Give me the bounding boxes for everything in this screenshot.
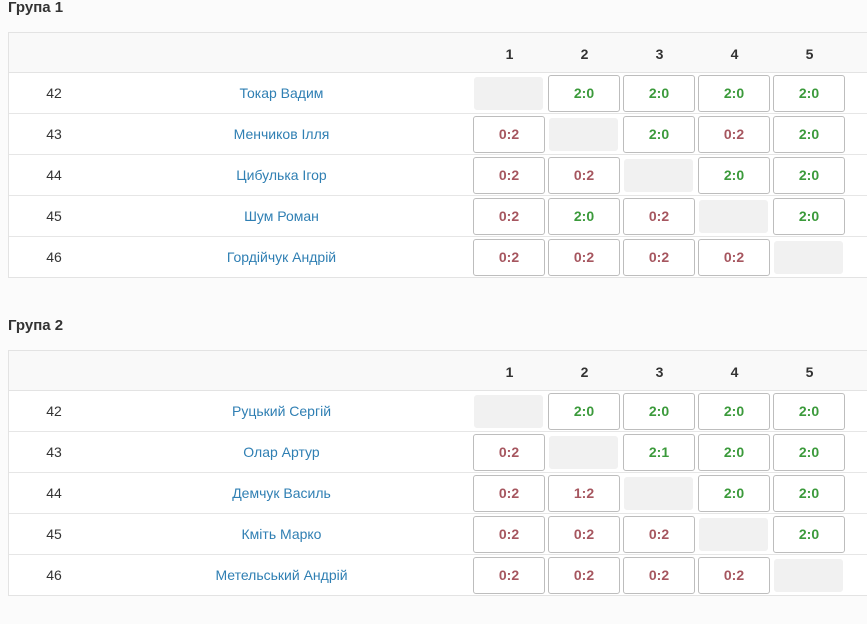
match-score-cell[interactable]: 2:0 [773, 393, 845, 430]
player-number: 46 [46, 567, 62, 583]
match-score-cell[interactable]: 0:2 [623, 198, 695, 235]
match-score-cell[interactable]: 2:0 [773, 116, 845, 153]
match-score-cell[interactable]: 2:0 [548, 75, 620, 112]
match-score-cell[interactable]: 0:2 [473, 557, 545, 594]
column-header-2: 2 [580, 364, 589, 380]
match-score-cell[interactable]: 0:2 [473, 157, 545, 194]
match-score-cell[interactable]: 0:2 [473, 434, 545, 471]
player-name-link[interactable]: Олар Артур [243, 444, 320, 460]
group-1-title: Група 1 [8, 0, 64, 16]
player-number: 45 [46, 208, 62, 224]
player-number: 45 [46, 526, 62, 542]
player-number: 44 [46, 167, 62, 183]
match-score-cell[interactable]: 0:2 [698, 239, 770, 276]
self-match-cell [774, 559, 843, 592]
column-header-1: 1 [505, 46, 514, 62]
table-header: 1 2 3 4 5 [9, 33, 867, 73]
match-score-cell[interactable]: 2:0 [623, 75, 695, 112]
table-row: 43 Менчиков Ілля 0:2 2:0 0:2 2:0 [9, 114, 867, 155]
match-score-cell[interactable]: 2:0 [773, 475, 845, 512]
player-name-link[interactable]: Гордійчук Андрій [226, 249, 337, 265]
match-score-cell[interactable]: 0:2 [623, 239, 695, 276]
table-row: 45 Шум Роман 0:2 2:0 0:2 2:0 [9, 196, 867, 237]
match-score-cell[interactable]: 2:0 [773, 434, 845, 471]
match-score-cell[interactable]: 2:0 [548, 393, 620, 430]
self-match-cell [699, 200, 768, 233]
match-score-cell[interactable]: 0:2 [473, 198, 545, 235]
player-name-link[interactable]: Кміть Марко [241, 526, 322, 542]
match-score-cell[interactable]: 0:2 [623, 516, 695, 553]
match-score-cell[interactable]: 2:0 [773, 75, 845, 112]
group-2-title: Група 2 [8, 317, 64, 334]
match-score-cell[interactable]: 0:2 [698, 116, 770, 153]
self-match-cell [624, 159, 693, 192]
column-header-4: 4 [730, 46, 739, 62]
player-name-link[interactable]: Менчиков Ілля [233, 126, 330, 142]
player-number: 42 [46, 85, 62, 101]
match-score-cell[interactable]: 0:2 [548, 557, 620, 594]
match-score-cell[interactable]: 2:0 [773, 157, 845, 194]
column-header-1: 1 [505, 364, 514, 380]
match-score-cell[interactable]: 0:2 [473, 239, 545, 276]
table-row: 43 Олар Артур 0:2 2:1 2:0 2:0 [9, 432, 867, 473]
column-header-4: 4 [730, 364, 739, 380]
player-name-link[interactable]: Токар Вадим [239, 85, 324, 101]
column-header-3: 3 [655, 46, 664, 62]
match-score-cell[interactable]: 2:0 [623, 393, 695, 430]
match-score-cell[interactable]: 0:2 [548, 157, 620, 194]
match-score-cell[interactable]: 0:2 [698, 557, 770, 594]
table-header: 1 2 3 4 5 [9, 351, 867, 391]
player-name-link[interactable]: Шум Роман [244, 208, 319, 224]
column-header-5: 5 [805, 364, 814, 380]
match-score-cell[interactable]: 2:0 [623, 116, 695, 153]
table-row: 42 Руцький Сергій 2:0 2:0 2:0 2:0 [9, 391, 867, 432]
self-match-cell [774, 241, 843, 274]
group-1-table: 1 2 3 4 5 42 Токар Вадим 2:0 2:0 2:0 2:0 43 Мен… [8, 32, 867, 278]
column-header-5: 5 [805, 46, 814, 62]
match-score-cell[interactable]: 1:2 [548, 475, 620, 512]
self-match-cell [474, 395, 543, 428]
match-score-cell[interactable]: 0:2 [473, 116, 545, 153]
match-score-cell[interactable]: 2:0 [548, 198, 620, 235]
table-row: 46 Гордійчук Андрій 0:2 0:2 0:2 0:2 [9, 237, 867, 277]
self-match-cell [549, 436, 618, 469]
match-score-cell[interactable]: 2:0 [698, 434, 770, 471]
match-score-cell[interactable]: 0:2 [473, 475, 545, 512]
match-score-cell[interactable]: 0:2 [548, 239, 620, 276]
match-score-cell[interactable]: 2:0 [698, 393, 770, 430]
group-2-table: 1 2 3 4 5 42 Руцький Сергій 2:0 2:0 2:0 2:0 43… [8, 350, 867, 596]
match-score-cell[interactable]: 2:0 [698, 75, 770, 112]
player-name-link[interactable]: Руцький Сергій [231, 403, 332, 419]
table-row: 44 Демчук Василь 0:2 1:2 2:0 2:0 [9, 473, 867, 514]
player-number: 46 [46, 249, 62, 265]
player-name-link[interactable]: Метельський Андрій [215, 567, 348, 583]
match-score-cell[interactable]: 2:0 [698, 475, 770, 512]
match-score-cell[interactable]: 0:2 [548, 516, 620, 553]
table-row: 45 Кміть Марко 0:2 0:2 0:2 2:0 [9, 514, 867, 555]
match-score-cell[interactable]: 2:0 [773, 516, 845, 553]
player-number: 43 [46, 444, 62, 460]
self-match-cell [474, 77, 543, 110]
self-match-cell [624, 477, 693, 510]
player-number: 44 [46, 485, 62, 501]
player-number: 42 [46, 403, 62, 419]
player-name-link[interactable]: Цибулька Ігор [236, 167, 327, 183]
table-row: 42 Токар Вадим 2:0 2:0 2:0 2:0 [9, 73, 867, 114]
table-row: 44 Цибулька Ігор 0:2 0:2 2:0 2:0 [9, 155, 867, 196]
player-name-link[interactable]: Демчук Василь [232, 485, 331, 501]
player-number: 43 [46, 126, 62, 142]
table-row: 46 Метельський Андрій 0:2 0:2 0:2 0:2 [9, 555, 867, 595]
self-match-cell [549, 118, 618, 151]
self-match-cell [699, 518, 768, 551]
column-header-3: 3 [655, 364, 664, 380]
match-score-cell[interactable]: 2:0 [698, 157, 770, 194]
match-score-cell[interactable]: 0:2 [623, 557, 695, 594]
column-header-2: 2 [580, 46, 589, 62]
match-score-cell[interactable]: 2:1 [623, 434, 695, 471]
match-score-cell[interactable]: 2:0 [773, 198, 845, 235]
match-score-cell[interactable]: 0:2 [473, 516, 545, 553]
